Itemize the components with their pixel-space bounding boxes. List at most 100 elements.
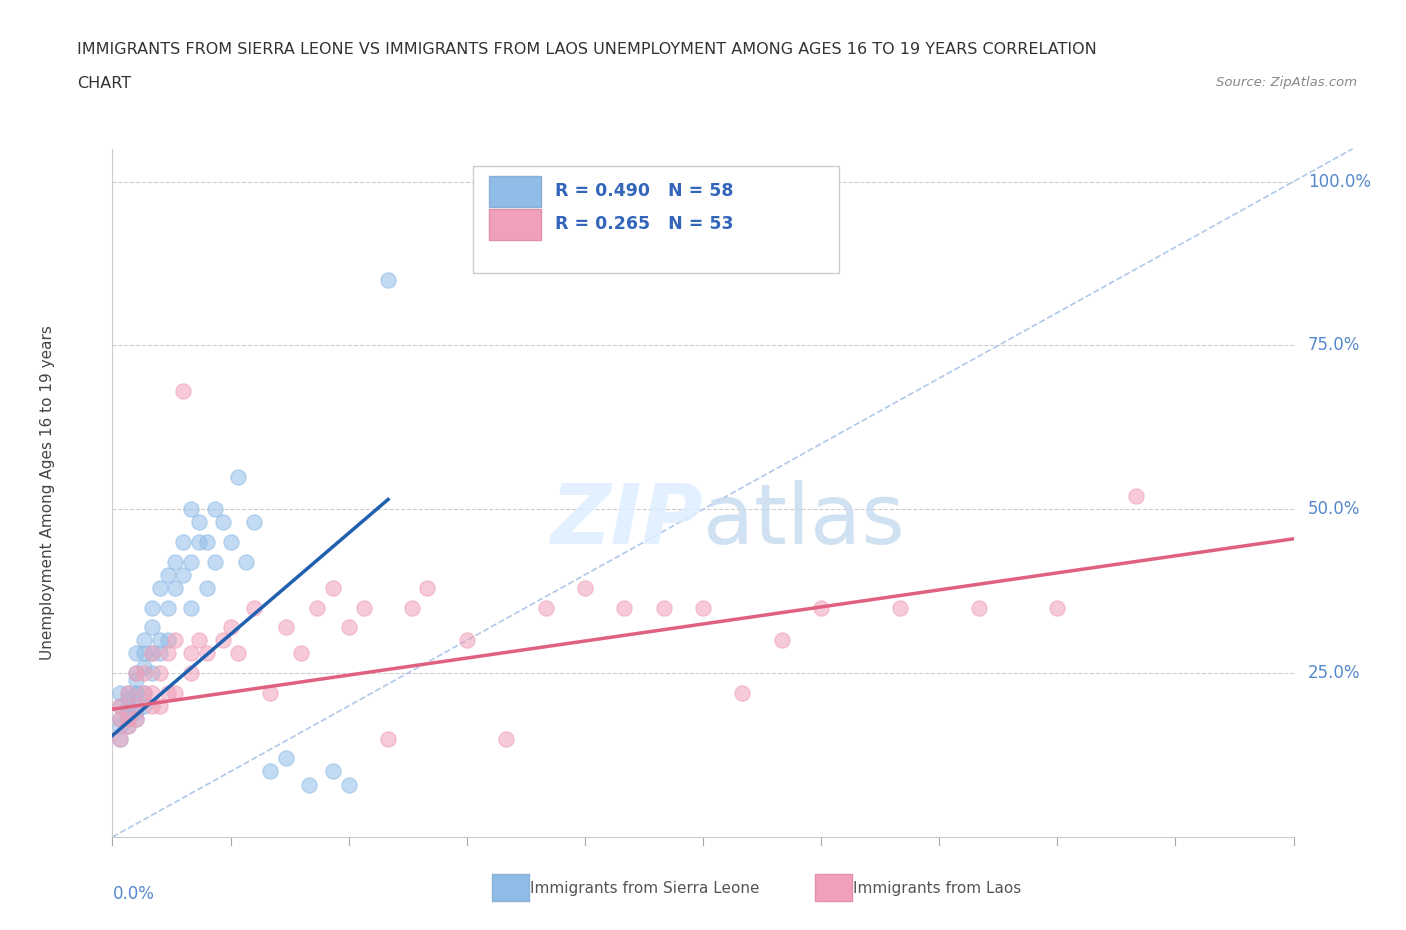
Text: 75.0%: 75.0%	[1308, 337, 1360, 354]
Point	[117, 698, 139, 713]
Point	[117, 705, 139, 720]
Point	[219, 535, 242, 550]
FancyBboxPatch shape	[489, 176, 541, 207]
Point	[172, 384, 194, 399]
Point	[337, 619, 360, 634]
Point	[117, 718, 139, 733]
Point	[243, 515, 266, 530]
Point	[156, 633, 179, 648]
Text: Unemployment Among Ages 16 to 19 years: Unemployment Among Ages 16 to 19 years	[39, 326, 55, 660]
Point	[117, 711, 139, 726]
Point	[534, 600, 557, 615]
Point	[180, 646, 202, 661]
Point	[165, 685, 187, 700]
Point	[125, 685, 148, 700]
Point	[188, 535, 211, 550]
Point	[149, 698, 172, 713]
Point	[731, 685, 754, 700]
Point	[125, 666, 148, 681]
Point	[165, 580, 187, 595]
Point	[204, 554, 226, 569]
Point	[188, 515, 211, 530]
Point	[1046, 600, 1069, 615]
Point	[149, 580, 172, 595]
Point	[211, 633, 233, 648]
Point	[141, 646, 163, 661]
Point	[574, 580, 596, 595]
Point	[132, 646, 155, 661]
Text: atlas: atlas	[703, 480, 904, 561]
Point	[125, 672, 148, 687]
Point	[110, 711, 132, 726]
Point	[180, 554, 202, 569]
Point	[117, 711, 139, 726]
Point	[613, 600, 636, 615]
Point	[211, 515, 233, 530]
Point	[195, 535, 218, 550]
Point	[156, 600, 179, 615]
Point	[228, 469, 250, 484]
Point	[132, 633, 155, 648]
Point	[290, 646, 312, 661]
Text: R = 0.490   N = 58: R = 0.490 N = 58	[555, 181, 734, 200]
Point	[172, 567, 194, 582]
Point	[377, 272, 399, 287]
Point	[770, 633, 793, 648]
Text: R = 0.265   N = 53: R = 0.265 N = 53	[555, 215, 734, 232]
Point	[132, 659, 155, 674]
Point	[110, 731, 132, 746]
Point	[180, 502, 202, 517]
Point	[652, 600, 675, 615]
Text: CHART: CHART	[77, 76, 131, 91]
Point	[141, 646, 163, 661]
Point	[125, 666, 148, 681]
Text: 25.0%: 25.0%	[1308, 664, 1360, 682]
Point	[172, 535, 194, 550]
Text: 100.0%: 100.0%	[1308, 173, 1371, 191]
Point	[456, 633, 478, 648]
Point	[810, 600, 832, 615]
Point	[110, 718, 132, 733]
Point	[228, 646, 250, 661]
Point	[692, 600, 714, 615]
Point	[141, 698, 163, 713]
Point	[149, 646, 172, 661]
Point	[132, 685, 155, 700]
Text: 0.0%: 0.0%	[112, 885, 155, 903]
Point	[110, 731, 132, 746]
Point	[132, 685, 155, 700]
Point	[156, 646, 179, 661]
Point	[117, 718, 139, 733]
Point	[117, 685, 139, 700]
Point	[125, 646, 148, 661]
Point	[889, 600, 911, 615]
Point	[377, 731, 399, 746]
Point	[195, 580, 218, 595]
FancyBboxPatch shape	[489, 208, 541, 240]
Point	[156, 685, 179, 700]
Point	[165, 554, 187, 569]
Point	[125, 698, 148, 713]
Point	[204, 502, 226, 517]
Point	[125, 685, 148, 700]
Point	[165, 633, 187, 648]
Text: Immigrants from Laos: Immigrants from Laos	[853, 881, 1022, 896]
Point	[110, 698, 132, 713]
Point	[141, 600, 163, 615]
Text: Immigrants from Sierra Leone: Immigrants from Sierra Leone	[530, 881, 759, 896]
Point	[259, 764, 281, 779]
Text: IMMIGRANTS FROM SIERRA LEONE VS IMMIGRANTS FROM LAOS UNEMPLOYMENT AMONG AGES 16 : IMMIGRANTS FROM SIERRA LEONE VS IMMIGRAN…	[77, 42, 1097, 57]
Point	[141, 619, 163, 634]
Point	[180, 666, 202, 681]
FancyBboxPatch shape	[472, 166, 839, 272]
Point	[274, 619, 297, 634]
Point	[125, 698, 148, 713]
Point	[401, 600, 423, 615]
Point	[259, 685, 281, 700]
Point	[307, 600, 329, 615]
Point	[125, 705, 148, 720]
Point	[110, 698, 132, 713]
Point	[125, 711, 148, 726]
Point	[298, 777, 321, 792]
Point	[141, 685, 163, 700]
